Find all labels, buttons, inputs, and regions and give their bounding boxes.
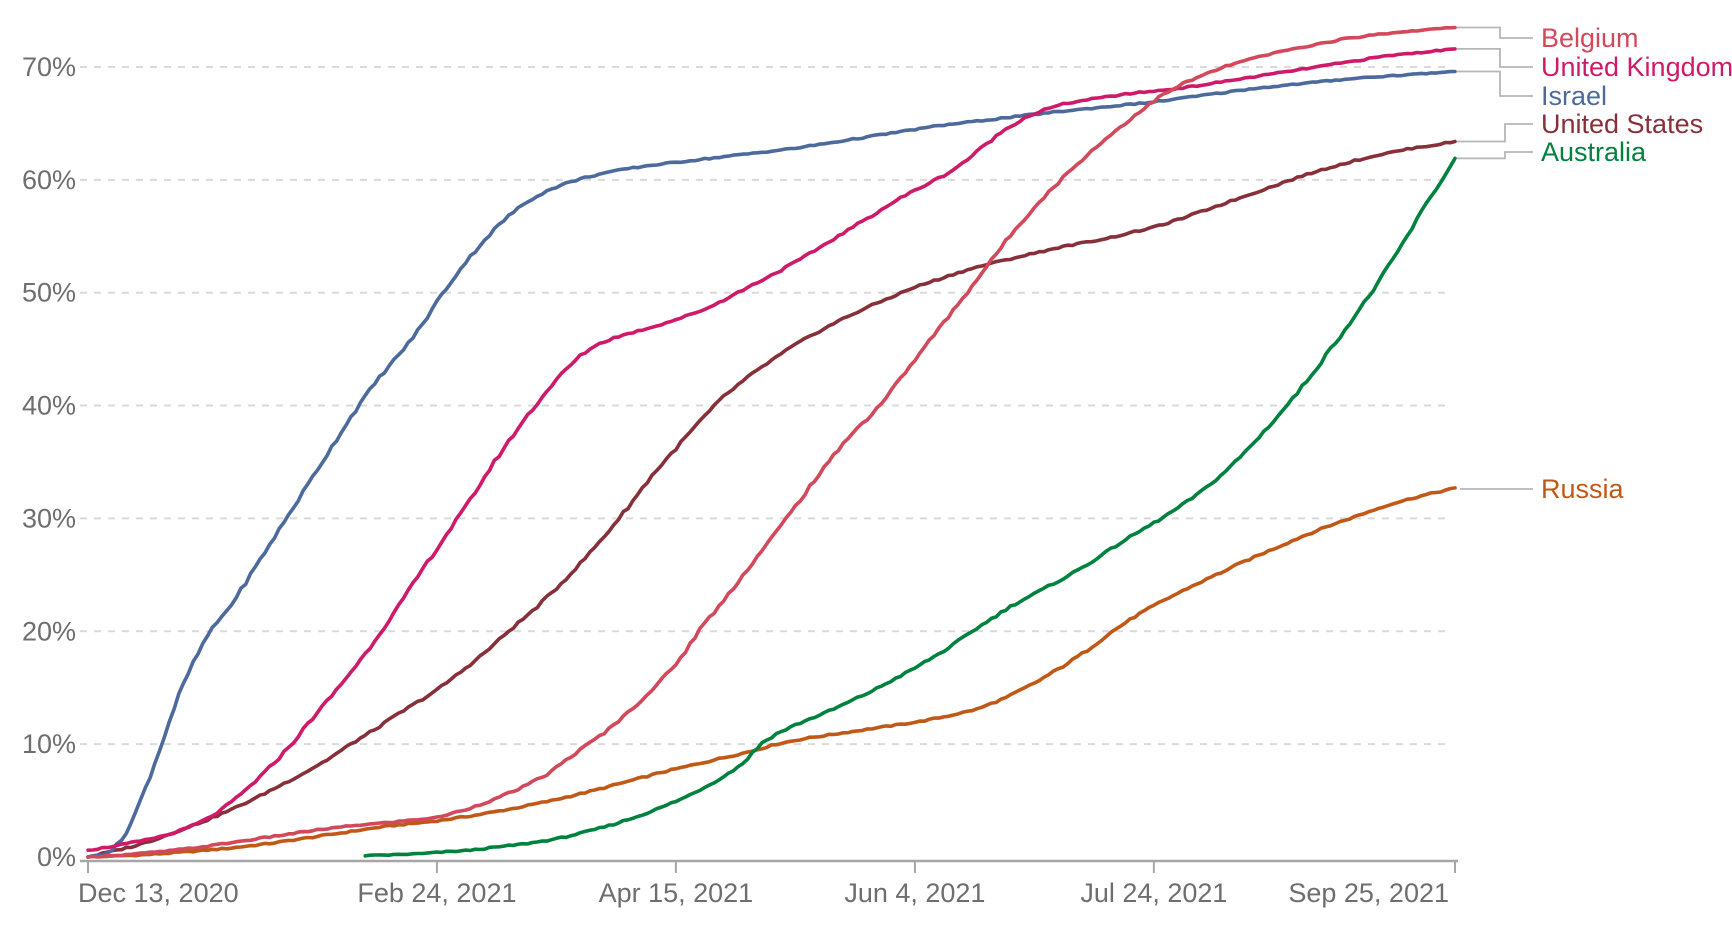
x-axis-label-jun-4-2021: Jun 4, 2021 [844,878,985,908]
legend-connector-united-kingdom [1457,48,1533,68]
legend-label-russia[interactable]: Russia [1541,474,1625,504]
legend-label-israel[interactable]: Israel [1541,81,1607,111]
legend-connector-united-states [1457,123,1533,143]
series-line-united-states[interactable] [86,139,1457,859]
y-axis-label-10pct: 10% [22,729,76,759]
y-axis-label-70pct: 70% [22,52,76,82]
x-axis-label-dec-13-2020: Dec 13, 2020 [78,878,239,908]
legend-connector-belgium [1457,26,1533,39]
legend-label-united-states[interactable]: United States [1541,109,1703,139]
y-axis-label-30pct: 30% [22,503,76,533]
x-axis-label-apr-15-2021: Apr 15, 2021 [599,878,754,908]
legend-label-australia[interactable]: Australia [1541,137,1647,167]
series-line-russia[interactable] [86,486,1457,859]
legend-label-united-kingdom[interactable]: United Kingdom [1541,52,1732,82]
x-axis-label-feb-24-2021: Feb 24, 2021 [357,878,516,908]
y-axis-label-20pct: 20% [22,616,76,646]
y-axis-label-0pct: 0% [37,842,76,872]
y-axis-label-60pct: 60% [22,165,76,195]
y-axis-label-40pct: 40% [22,391,76,421]
series-line-united-kingdom[interactable] [86,47,1457,852]
x-axis-label-jul-24-2021: Jul 24, 2021 [1080,878,1227,908]
legend-connector-israel [1457,70,1533,97]
series-line-israel[interactable] [86,69,1457,859]
series-line-belgium[interactable] [86,25,1457,859]
x-axis-label-sep-25-2021: Sep 25, 2021 [1288,878,1449,908]
series-line-australia[interactable] [363,156,1457,858]
legend-label-belgium[interactable]: Belgium [1541,23,1639,53]
y-axis-label-50pct: 50% [22,278,76,308]
legend-connector-australia [1457,151,1533,160]
